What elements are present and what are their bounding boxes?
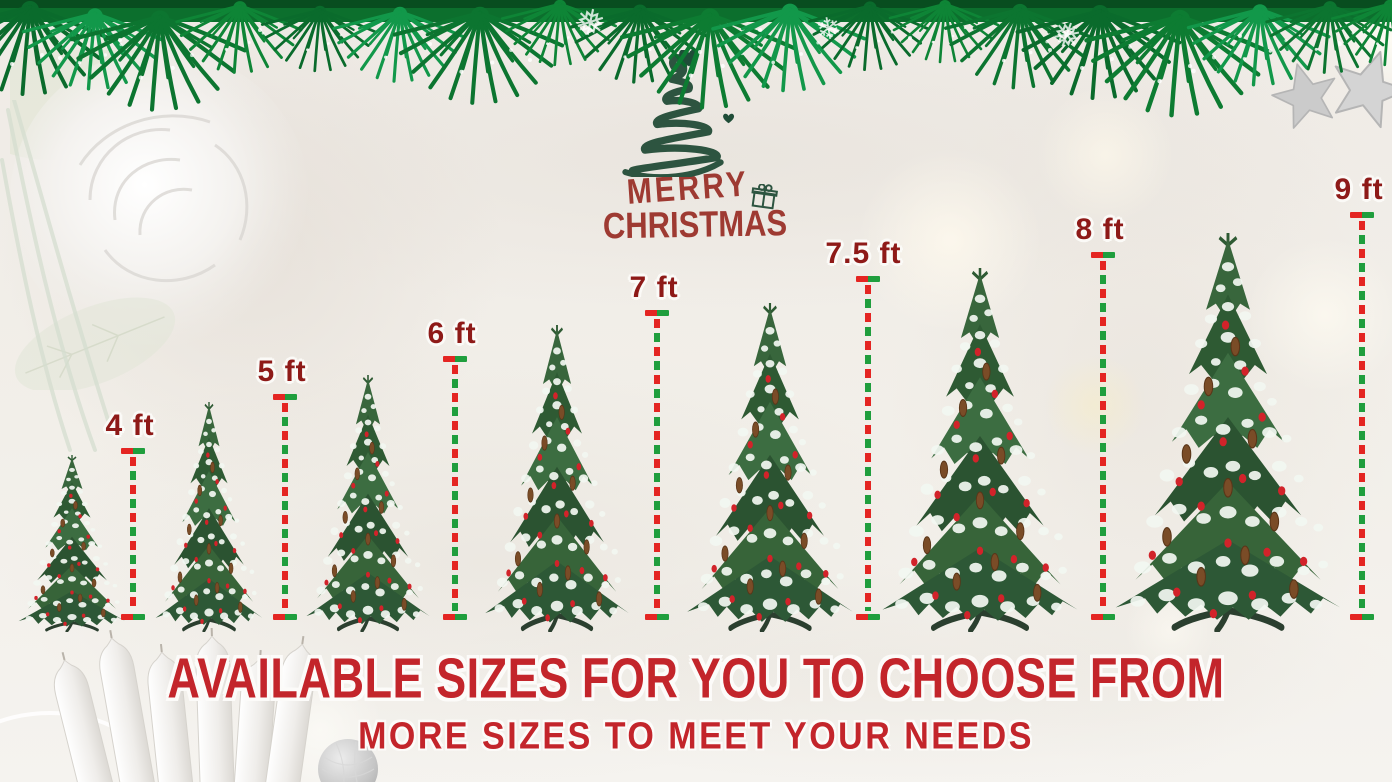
christmas-tree-6ft <box>301 375 435 632</box>
measure-cap-top <box>121 448 145 454</box>
pine-garland-border <box>0 0 1392 118</box>
frosted-pine-strands <box>0 100 110 452</box>
measure-line-4ft: 4 ft <box>106 409 154 620</box>
size-label-9ft: 9 ft <box>1334 173 1384 206</box>
measure-cap-bottom <box>273 614 297 620</box>
christmas-tree-8ft <box>874 268 1086 632</box>
measure-cap-bottom <box>856 614 880 620</box>
measure-dashes <box>282 403 288 611</box>
measure-line-5ft: 5 ft <box>258 355 306 620</box>
measure-dashes <box>865 285 871 611</box>
measure-cap-bottom <box>1350 614 1374 620</box>
measure-cap-bottom <box>443 614 467 620</box>
measure-cap-top <box>856 276 880 282</box>
measure-cap-bottom <box>121 614 145 620</box>
christmas-tree-7ft <box>479 325 635 632</box>
size-label-6ft: 6 ft <box>427 317 477 350</box>
measure-line-8ft: 8 ft <box>1076 213 1124 620</box>
measure-line-7ft: 7 ft <box>630 271 678 620</box>
measure-line-7-5ft: 7.5 ft <box>825 237 900 620</box>
measure-dashes <box>130 457 136 611</box>
measure-cap-bottom <box>645 614 669 620</box>
size-label-8ft: 8 ft <box>1075 213 1125 246</box>
measure-cap-bottom <box>1091 614 1115 620</box>
measure-cap-top <box>645 310 669 316</box>
size-label-5ft: 5 ft <box>257 355 307 388</box>
measure-dashes <box>654 319 660 611</box>
banner-subtitle: MORE SIZES TO MEET YOUR NEEDS <box>358 714 1034 758</box>
christmas-tree-9ft <box>1106 233 1350 632</box>
banner-title: AVAILABLE SIZES FOR YOU TO CHOOSE FROM <box>167 646 1225 710</box>
size-label-7-5ft: 7.5 ft <box>825 237 902 270</box>
garland-snow-dots <box>58 28 1342 68</box>
size-label-7ft: 7 ft <box>629 271 679 304</box>
rose-petal-lines <box>78 114 249 283</box>
measure-cap-top <box>1091 252 1115 258</box>
christmas-tree-4ft <box>17 455 127 632</box>
small-heart-icon <box>723 113 735 124</box>
size-label-4ft: 4 ft <box>105 409 155 442</box>
measure-cap-top <box>1350 212 1374 218</box>
christmas-tree-7-5ft <box>680 303 860 632</box>
measure-cap-top <box>443 356 467 362</box>
measure-line-6ft: 6 ft <box>428 317 476 620</box>
measure-dashes <box>1359 221 1365 611</box>
measure-line-9ft: 9 ft <box>1335 173 1383 620</box>
measure-cap-top <box>273 394 297 400</box>
measure-dashes <box>1100 261 1106 611</box>
measure-dashes <box>452 365 458 611</box>
christmas-tree-5ft <box>153 402 265 632</box>
gift-icon <box>751 184 778 210</box>
